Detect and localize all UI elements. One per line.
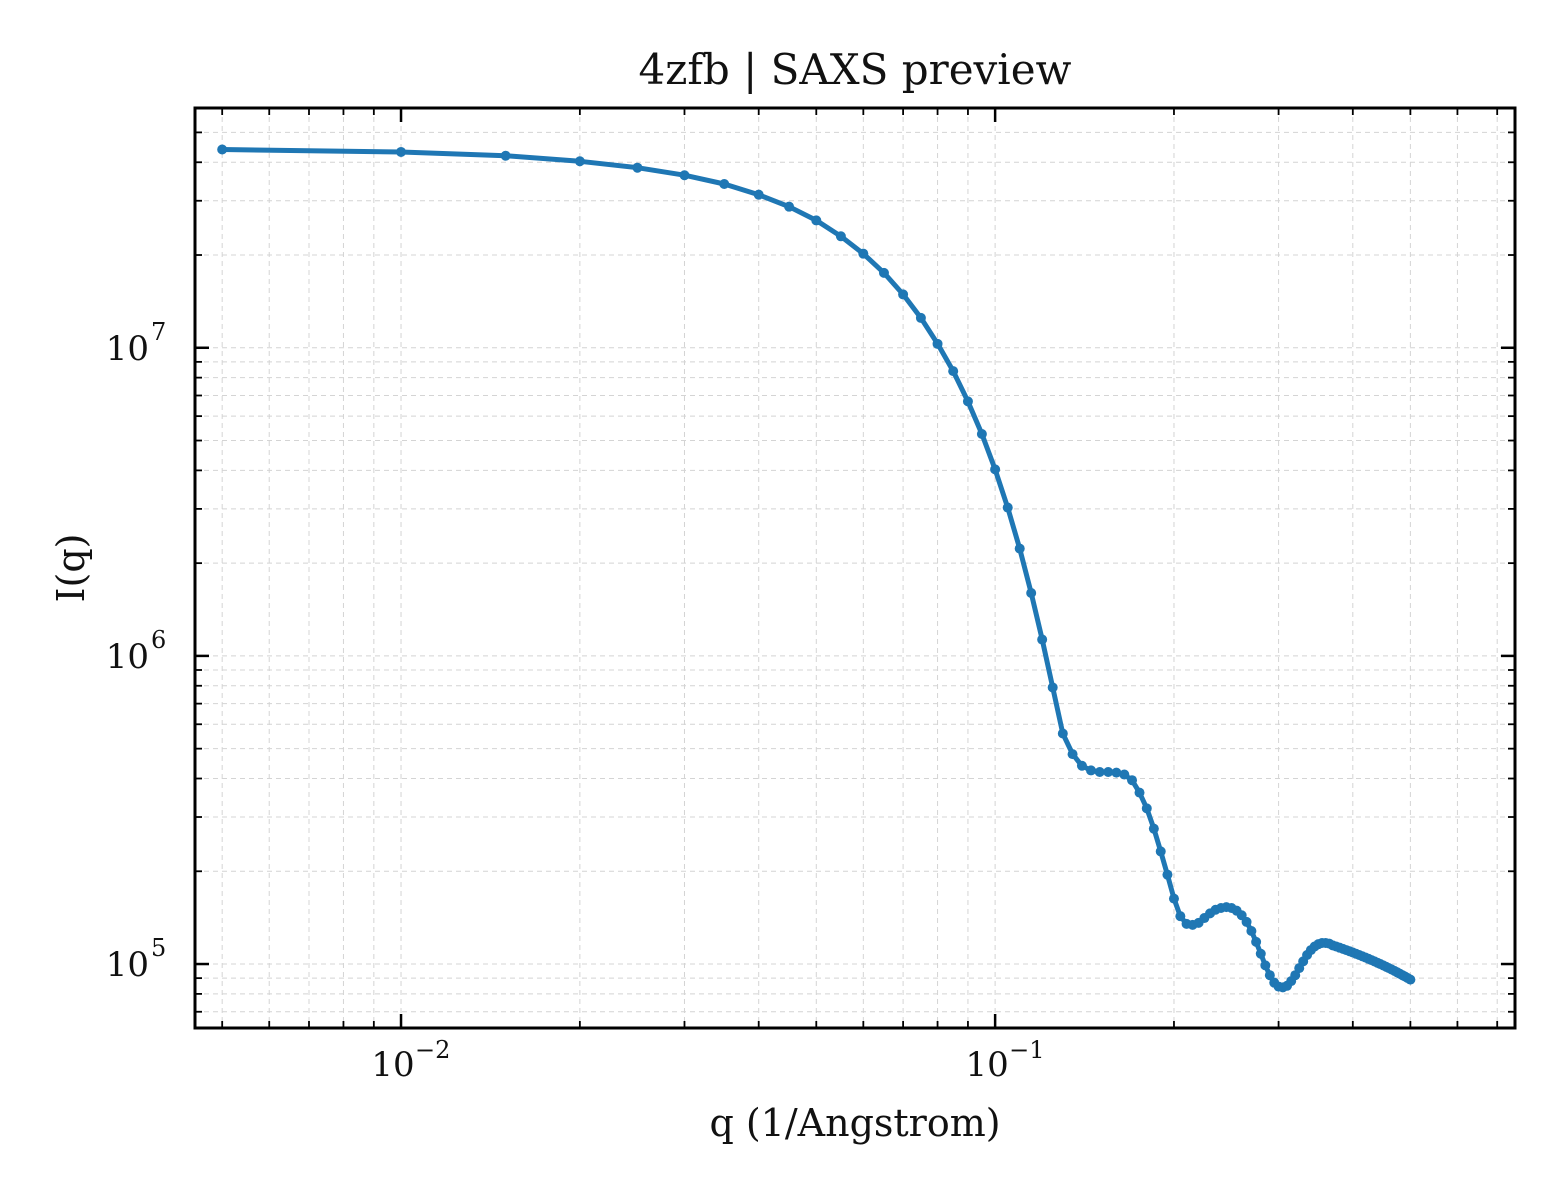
y-axis-label: I(q)	[49, 534, 93, 603]
data-point	[1255, 948, 1266, 959]
data-point	[1405, 974, 1416, 985]
data-point	[632, 162, 643, 173]
data-point	[1251, 936, 1262, 947]
data-point	[1127, 775, 1138, 786]
data-point	[1037, 634, 1048, 645]
y-tick-exponent: 6	[151, 626, 166, 654]
data-point	[1047, 682, 1058, 693]
data-point	[217, 144, 228, 155]
data-point	[1162, 869, 1173, 880]
y-tick-exponent: 7	[151, 318, 166, 346]
data-point	[1260, 960, 1271, 971]
data-point	[962, 396, 973, 407]
x-axis-label: q (1/Angstrom)	[709, 1101, 1000, 1145]
axis-ticks: 10 −2 10 −110 510 610 7	[106, 107, 1515, 1085]
data-point	[1264, 970, 1275, 981]
data-point	[500, 150, 511, 161]
data-point	[1148, 823, 1159, 834]
data-point	[948, 366, 959, 377]
data-point	[1246, 925, 1257, 936]
data-point	[679, 170, 690, 181]
data-point	[915, 312, 926, 323]
data-point	[1002, 502, 1013, 513]
x-tick-exponent: −2	[415, 1036, 450, 1064]
data-point	[1241, 916, 1252, 927]
chart-title: 4zfb | SAXS preview	[638, 45, 1071, 94]
data-point	[1057, 728, 1068, 739]
x-tick-exponent: −1	[1009, 1036, 1044, 1064]
data-point	[396, 146, 407, 157]
data-point	[1168, 893, 1179, 904]
data-point	[784, 201, 795, 212]
data-point	[858, 248, 869, 259]
data-point	[719, 179, 730, 190]
series-layer	[217, 144, 1416, 993]
data-point	[878, 267, 889, 278]
data-point	[1085, 765, 1096, 776]
data-point	[1076, 760, 1087, 771]
data-point	[1134, 787, 1145, 798]
data-point	[898, 289, 909, 300]
grid	[195, 107, 1515, 1028]
data-point	[1119, 769, 1130, 780]
data-point	[811, 215, 822, 226]
y-tick-label: 10	[106, 637, 149, 677]
data-point	[1094, 766, 1105, 777]
x-tick-label: 10	[371, 1045, 414, 1085]
plot-frame	[193, 106, 1517, 1030]
data-point	[1175, 911, 1186, 922]
data-point	[1026, 588, 1037, 599]
data-point	[835, 231, 846, 242]
data-point	[1155, 846, 1166, 857]
data-point	[1014, 543, 1025, 554]
data-point	[976, 428, 987, 439]
y-tick-exponent: 5	[151, 934, 166, 962]
data-point	[1067, 749, 1078, 760]
data-point	[1141, 803, 1152, 814]
data-point	[932, 338, 943, 349]
y-tick-label: 10	[106, 329, 149, 369]
x-tick-label: 10	[965, 1045, 1008, 1085]
data-point	[1103, 766, 1114, 777]
data-point	[990, 464, 1001, 475]
data-point	[1111, 767, 1122, 778]
y-tick-label: 10	[106, 945, 149, 985]
data-point	[574, 156, 585, 167]
data-point	[753, 189, 764, 200]
